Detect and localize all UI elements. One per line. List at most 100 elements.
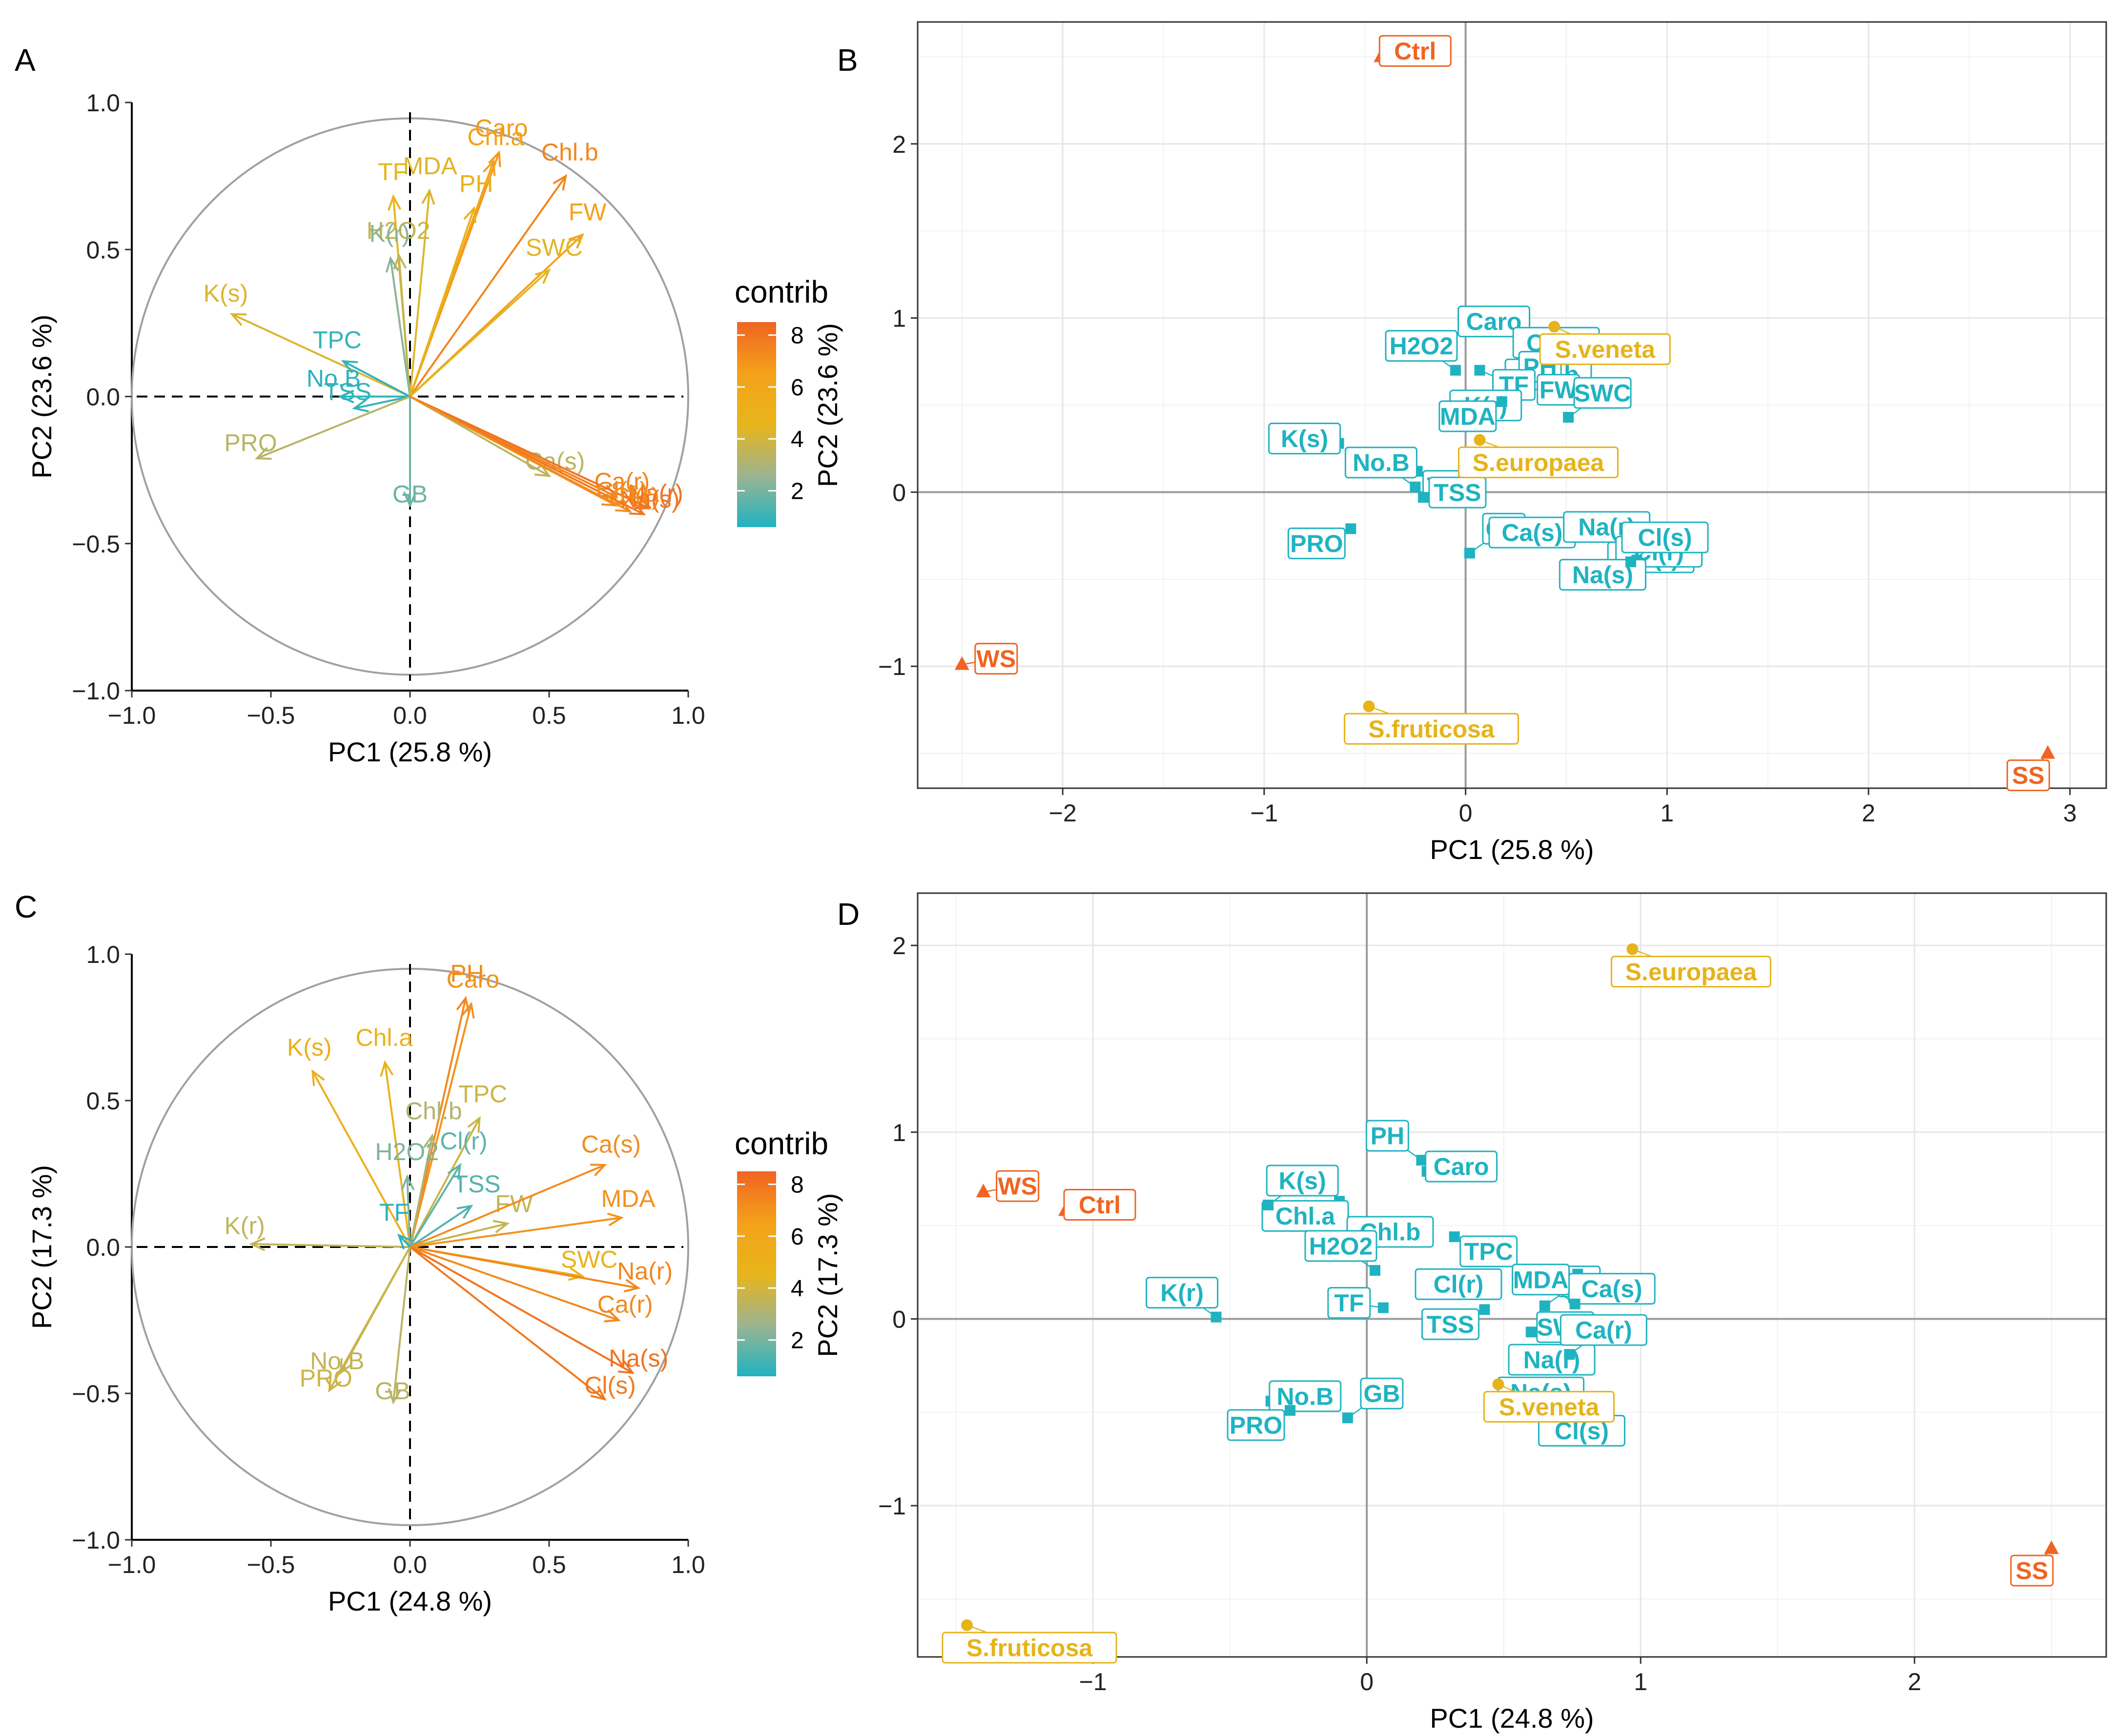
arrow-head: [388, 194, 402, 211]
variable-label: TSS: [324, 378, 371, 405]
label-text: MDA: [1440, 403, 1496, 430]
x-tick-label: −0.5: [247, 702, 295, 729]
label-box: [1483, 1390, 1615, 1423]
arrow-shaft: [390, 258, 411, 397]
arrow-head: [447, 1163, 462, 1180]
arrow-head: [590, 1386, 607, 1401]
variable-arrow-chl-a: Chl.a: [355, 1024, 412, 1247]
label-box: [1146, 1277, 1219, 1309]
x-axis-title: PC1 (24.8 %): [1430, 1703, 1594, 1734]
arrow-shaft: [409, 1205, 472, 1248]
label-text: SS: [2015, 1557, 2048, 1585]
variable-label: Ca(r): [597, 1291, 653, 1318]
variable-label: PRO: [300, 1365, 352, 1392]
x-tick-label: −1.0: [108, 1551, 156, 1578]
variable-label: Na(s): [620, 486, 679, 513]
label-box: [1304, 1230, 1377, 1262]
x-axis-title: PC1 (24.8 %): [328, 1586, 492, 1616]
label-text: PH: [1371, 1123, 1404, 1150]
label-box: [1559, 559, 1646, 591]
variable-arrow-k-r: K(r): [224, 1212, 411, 1251]
variable-label: Na(r): [628, 479, 683, 507]
variable-arrow-chl-b: Chl.b: [409, 139, 598, 397]
variable-arrow-mda: MDA: [403, 152, 457, 397]
legend-tick-label: 4: [791, 1276, 804, 1302]
label-box: [1415, 1268, 1502, 1300]
label-text: K(r): [1160, 1279, 1204, 1307]
variable-label-cl-s: Cl(s): [1621, 521, 1709, 563]
label-text: GB: [1363, 1380, 1400, 1408]
label-box: [1385, 330, 1458, 362]
variable-arrow-ph: PH: [409, 170, 493, 397]
variable-label-k-s: K(s): [1266, 1164, 1339, 1206]
arrow-head: [629, 502, 646, 515]
arrow-shaft: [384, 1062, 411, 1247]
variable-label: K(r): [224, 1212, 265, 1240]
label-box: [1458, 446, 1619, 478]
arrow-shaft: [410, 1246, 638, 1289]
arrow-head: [385, 256, 399, 273]
variable-label-ca-r: Ca(r): [1560, 1314, 1647, 1355]
arrow-shaft: [398, 1234, 411, 1248]
variable-label: Cl(s): [596, 477, 648, 504]
plot-border: [917, 21, 2107, 789]
treatment-point-ss: [2040, 745, 2055, 759]
variable-label: No.B: [307, 365, 361, 392]
variable-label-ca-s: Ca(s): [1488, 516, 1576, 549]
arrow-head: [568, 233, 584, 249]
arrow-head: [553, 174, 568, 191]
variable-arrow-ca-r: Ca(r): [410, 1246, 653, 1323]
label-text: H2O2: [1390, 332, 1454, 360]
variable-label: SWC: [561, 1246, 618, 1273]
variable-label-mda: MDA: [1438, 400, 1502, 432]
panel-label: A: [15, 42, 36, 78]
y-tick-label: 0.0: [86, 384, 120, 411]
arrow-shaft: [343, 360, 411, 398]
label-box: [1610, 956, 1771, 988]
species-label-s-veneta: S.veneta: [1539, 326, 1671, 365]
treatment-point-ws: [976, 1184, 991, 1198]
arrow-head: [311, 1069, 325, 1086]
variable-label-h2o2: H2O2: [1385, 330, 1458, 371]
x-tick-label: −2: [1049, 799, 1077, 827]
y-tick-label: 1: [892, 305, 906, 332]
arrow-head: [229, 313, 247, 326]
arrow-head: [601, 493, 618, 507]
arrow-head: [352, 399, 369, 412]
arrow-head: [607, 1212, 624, 1226]
label-text: TF: [1334, 1289, 1364, 1317]
variable-arrow-tpc: TPC: [409, 1081, 507, 1247]
label-text: Ctrl: [1394, 38, 1436, 65]
contrib-legend: contrib 2 4 6 8: [735, 274, 828, 527]
label-box: [1063, 1188, 1136, 1221]
label-text: SS: [2012, 762, 2045, 789]
y-axis-title: PC2 (23.6 %): [26, 314, 57, 478]
label-text: WS: [998, 1173, 1037, 1200]
species-label-s-fruticosa: S.fruticosa: [942, 1624, 1117, 1664]
legend-tick-label: 8: [791, 1172, 804, 1198]
variable-arrow-h2o2: H2O2: [375, 1138, 439, 1247]
arrow-shaft: [251, 1243, 411, 1248]
label-box: [1344, 447, 1417, 479]
panel-label: C: [15, 889, 37, 924]
label-text: Ctrl: [1079, 1191, 1121, 1219]
x-tick-label: 3: [2063, 799, 2077, 827]
arrow-shaft: [328, 1246, 411, 1391]
variable-label: TSS: [453, 1170, 500, 1198]
y-tick-label: −1.0: [72, 1527, 120, 1554]
label-text: TSS: [1427, 1311, 1474, 1338]
variable-label: GB: [392, 480, 428, 508]
legend-tick-label: 6: [791, 1224, 804, 1250]
variable-label: Chl.b: [541, 139, 598, 166]
legend-title: contrib: [735, 1126, 828, 1161]
label-text: H2O2: [1309, 1232, 1373, 1260]
arrow-shaft: [406, 1176, 411, 1247]
variable-arrow-pro: PRO: [300, 1246, 411, 1393]
plot-border: [917, 892, 2107, 1658]
variable-label: Chl.a: [467, 123, 524, 150]
variable-label-no-b: No.B: [1269, 1380, 1342, 1412]
variable-label-na-s: Na(s): [1559, 559, 1646, 591]
treatment-label-ss: SS: [2010, 1548, 2054, 1587]
label-text: Cl(s): [1638, 524, 1692, 551]
variable-label-tpc: TPC: [1454, 1235, 1518, 1267]
